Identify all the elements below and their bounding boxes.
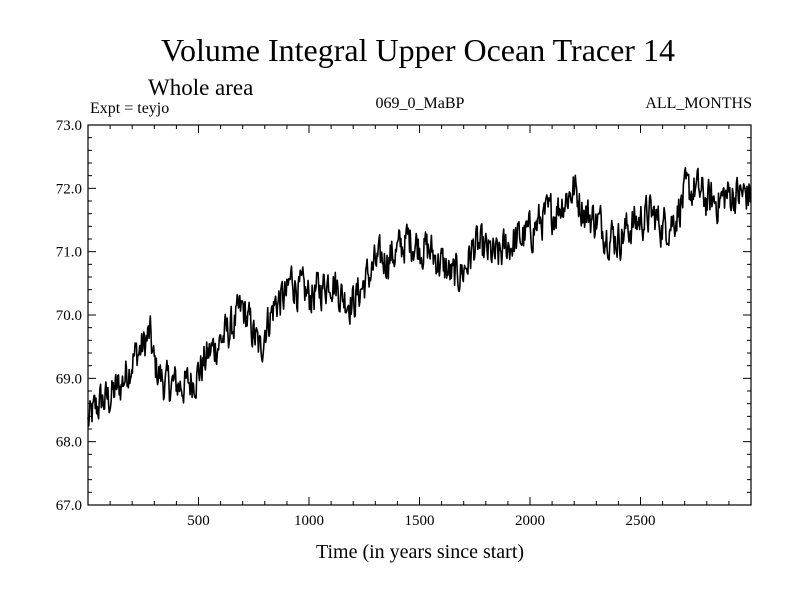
expt-label: Expt = teyjo (90, 100, 169, 117)
x-tick-label: 1000 (294, 513, 324, 529)
x-tick-label: 1500 (405, 513, 435, 529)
x-tick-label: 500 (187, 513, 210, 529)
chart-title: Volume Integral Upper Ocean Tracer 14 (161, 32, 675, 68)
y-tick-label: 72.0 (56, 181, 82, 197)
series-line (87, 166, 752, 427)
x-axis-label: Time (in years since start) (316, 541, 524, 563)
tick-layer (87, 124, 752, 506)
y-tick-label: 67.0 (56, 498, 82, 514)
chart-subtitle: Whole area (148, 75, 253, 100)
tick-label-layer: 500 1000 1500 2000 2500 67.0 68.0 69.0 70.0 71.0 7… (56, 118, 656, 529)
y-tick-label: 68.0 (56, 435, 82, 451)
plot-frame (87, 124, 752, 506)
x-tick-label: 2500 (626, 513, 656, 529)
months-label: ALL_MONTHS (645, 95, 752, 112)
y-tick-label: 69.0 (56, 371, 82, 387)
y-tick-label: 71.0 (56, 245, 82, 261)
x-tick-label: 2000 (515, 513, 545, 529)
y-tick-label: 70.0 (56, 308, 82, 324)
run-label: 069_0_MaBP (376, 95, 465, 112)
y-tick-label: 73.0 (56, 118, 82, 134)
